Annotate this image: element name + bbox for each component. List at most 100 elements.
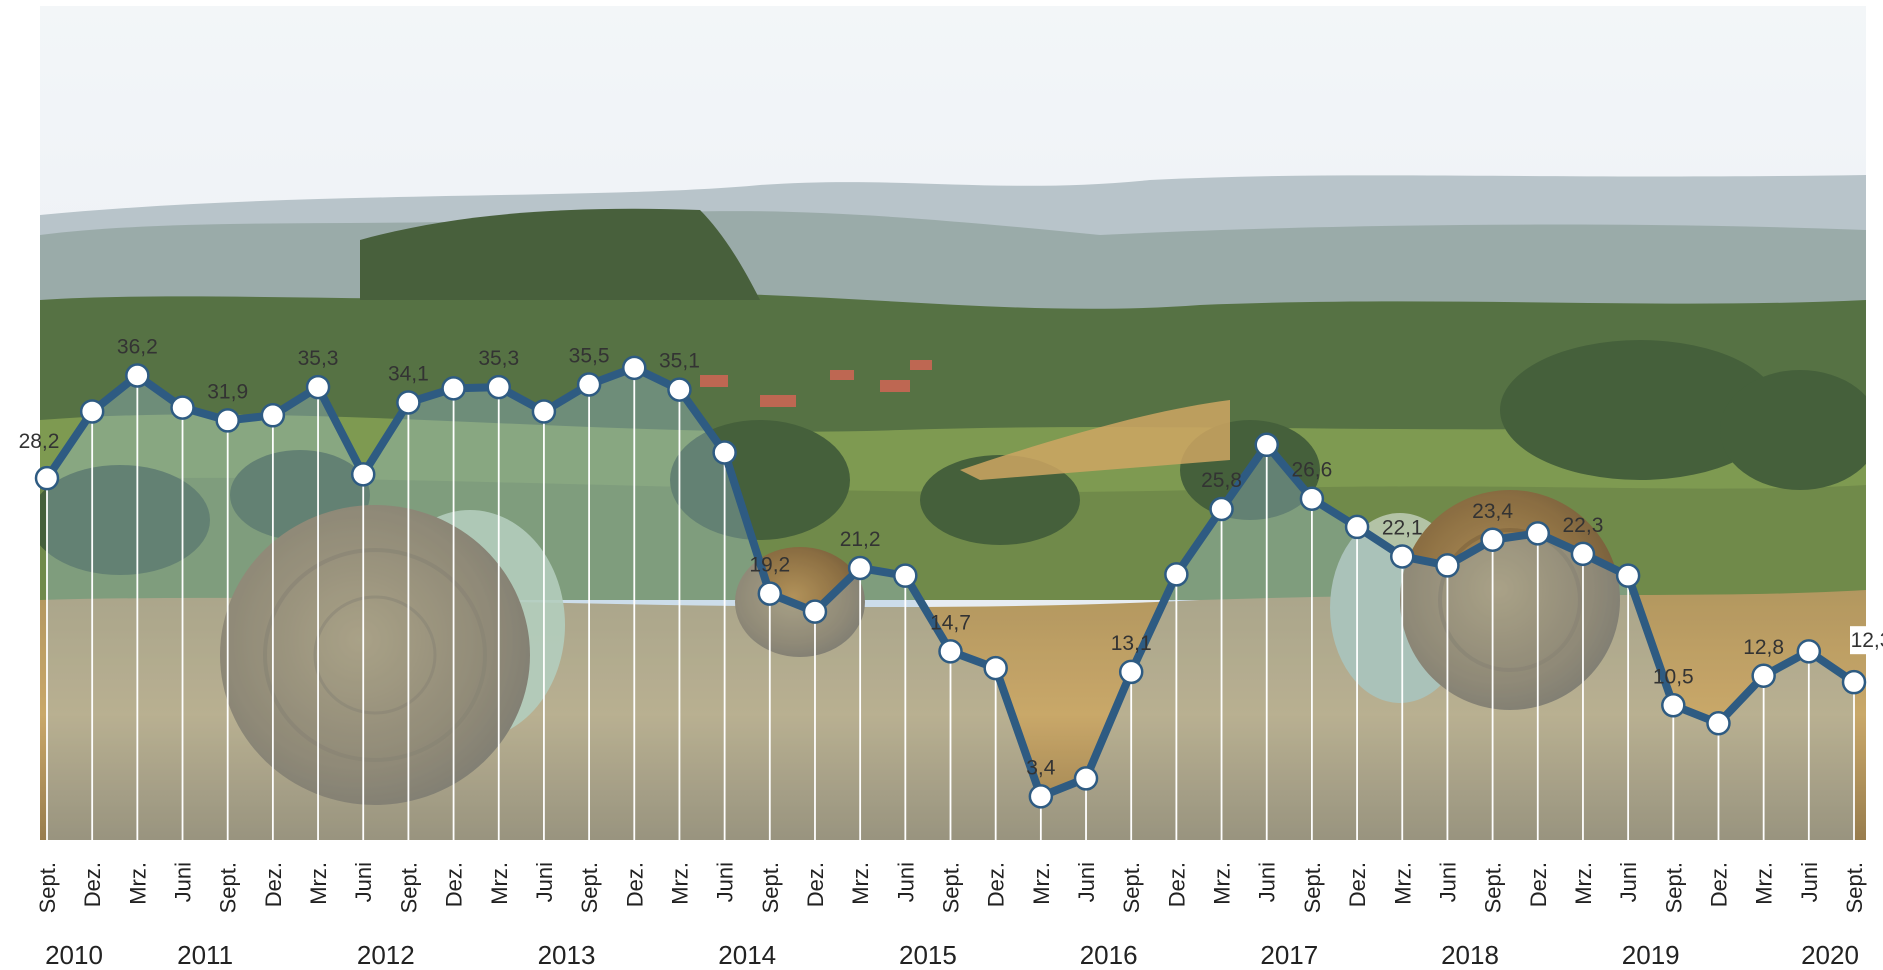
data-markers xyxy=(34,355,1867,809)
value-label-18: 21,2 xyxy=(840,528,881,551)
month-label-11: Juni xyxy=(532,862,557,902)
month-label-24: Sept. xyxy=(1119,862,1144,913)
data-point-23 xyxy=(1073,766,1099,791)
month-label-14: Mrz. xyxy=(667,862,692,905)
value-label-36: 10,5 xyxy=(1653,665,1694,688)
month-label-23: Juni xyxy=(1074,862,1099,902)
month-label-28: Sept. xyxy=(1300,862,1325,913)
value-label-2: 36,2 xyxy=(117,336,158,359)
month-label-13: Dez. xyxy=(622,862,647,907)
month-label-1: Dez. xyxy=(80,862,105,907)
data-point-39 xyxy=(1796,639,1822,664)
data-point-8 xyxy=(396,390,421,415)
value-label-28: 26,6 xyxy=(1291,459,1332,482)
value-label-4: 31,9 xyxy=(207,380,248,403)
month-label-7: Juni xyxy=(351,862,376,902)
month-label-38: Mrz. xyxy=(1752,862,1777,905)
data-point-6 xyxy=(305,374,331,400)
value-label-32: 23,4 xyxy=(1472,500,1513,523)
year-label-2012: 2012 xyxy=(357,940,415,970)
data-point-9 xyxy=(441,376,466,401)
value-label-38: 12,8 xyxy=(1743,636,1784,659)
month-label-21: Dez. xyxy=(984,862,1009,907)
data-point-35 xyxy=(1615,563,1641,588)
drop-lines xyxy=(46,367,1855,840)
year-label-2016: 2016 xyxy=(1080,940,1138,970)
month-label-30: Mrz. xyxy=(1390,862,1415,905)
value-label-8: 34,1 xyxy=(388,362,429,385)
value-label-34: 22,3 xyxy=(1563,514,1604,537)
value-label-14: 35,1 xyxy=(659,350,700,373)
data-point-18 xyxy=(847,555,873,581)
data-point-12 xyxy=(576,372,602,397)
data-point-4 xyxy=(215,408,240,433)
month-label-20: Sept. xyxy=(939,862,964,913)
value-label-0: 28,2 xyxy=(19,430,60,453)
data-point-34 xyxy=(1570,541,1596,567)
data-point-3 xyxy=(170,395,195,420)
data-point-0 xyxy=(34,465,60,491)
data-point-28 xyxy=(1299,486,1325,511)
x-axis-month-labels: Sept. Dez. Mrz. Juni Sept. Dez. Mrz. Juni Sept. D… xyxy=(35,862,1867,913)
month-label-10: Mrz. xyxy=(487,862,512,905)
month-label-39: Juni xyxy=(1797,862,1822,902)
year-label-2011: 2011 xyxy=(177,940,233,970)
month-label-35: Juni xyxy=(1616,862,1641,902)
month-label-17: Dez. xyxy=(803,862,828,907)
value-label-24: 13,1 xyxy=(1111,632,1152,655)
data-point-27 xyxy=(1254,432,1279,458)
landscape-photo-background xyxy=(40,6,1866,840)
data-point-33 xyxy=(1525,521,1551,546)
data-point-1 xyxy=(79,399,105,424)
data-point-37 xyxy=(1706,710,1731,736)
month-label-25: Dez. xyxy=(1164,862,1189,907)
data-point-14 xyxy=(667,377,692,402)
data-point-36 xyxy=(1661,693,1686,718)
data-point-25 xyxy=(1164,562,1189,587)
data-point-2 xyxy=(125,363,150,388)
data-point-31 xyxy=(1435,553,1460,578)
month-label-40: Sept. xyxy=(1842,862,1867,913)
data-point-17 xyxy=(802,599,828,624)
month-label-15: Juni xyxy=(713,862,738,902)
data-point-10 xyxy=(486,374,511,400)
month-label-22: Mrz. xyxy=(1029,862,1054,905)
month-label-8: Sept. xyxy=(396,862,421,913)
value-label-40: 12,3 xyxy=(1851,629,1883,652)
value-label-20: 14,7 xyxy=(930,611,971,634)
value-label-6: 35,3 xyxy=(298,347,339,370)
month-label-26: Mrz. xyxy=(1210,862,1235,905)
value-label-10: 35,3 xyxy=(478,347,519,370)
month-label-0: Sept. xyxy=(35,862,60,913)
value-labels: 28,2 36,2 31,9 35,3 34,1 35,3 35,5 35,1 19,2 21,2… xyxy=(19,336,1883,779)
value-label-30: 22,1 xyxy=(1382,516,1423,539)
data-point-29 xyxy=(1344,514,1370,540)
data-point-11 xyxy=(531,399,557,424)
month-label-36: Sept. xyxy=(1661,862,1686,913)
month-label-32: Sept. xyxy=(1481,862,1506,913)
data-point-40 xyxy=(1841,669,1867,695)
value-label-16: 19,2 xyxy=(749,554,790,577)
data-point-22 xyxy=(1028,784,1054,809)
year-label-2019: 2019 xyxy=(1622,940,1680,970)
month-label-27: Juni xyxy=(1255,862,1280,902)
value-label-22: 3,4 xyxy=(1026,756,1056,779)
data-point-38 xyxy=(1751,663,1776,689)
value-label-26: 25,8 xyxy=(1201,469,1242,492)
data-point-26 xyxy=(1209,496,1234,522)
month-label-18: Mrz. xyxy=(848,862,873,905)
year-label-2014: 2014 xyxy=(718,940,776,970)
month-label-19: Juni xyxy=(893,862,918,902)
month-label-34: Mrz. xyxy=(1571,862,1596,905)
month-label-37: Dez. xyxy=(1706,862,1731,907)
data-point-21 xyxy=(983,655,1008,681)
month-label-31: Juni xyxy=(1435,862,1460,902)
year-label-2010: 2010 xyxy=(45,940,103,970)
data-point-7 xyxy=(350,462,376,487)
month-label-9: Dez. xyxy=(442,862,467,907)
year-label-2013: 2013 xyxy=(538,940,596,970)
data-point-32 xyxy=(1480,527,1505,553)
month-label-16: Sept. xyxy=(758,862,783,913)
data-point-13 xyxy=(622,355,647,381)
